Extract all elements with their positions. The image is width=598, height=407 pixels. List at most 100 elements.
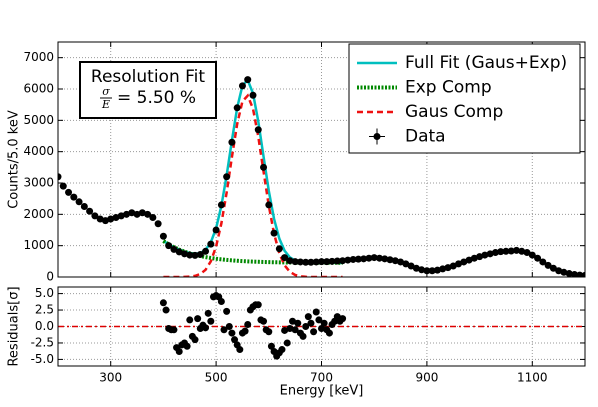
data-point xyxy=(101,217,109,225)
y-tick-label: 2000 xyxy=(23,207,54,221)
residual-point xyxy=(312,308,320,316)
y-tick-label: 6000 xyxy=(23,82,54,96)
residual-point xyxy=(241,327,249,335)
data-point xyxy=(375,254,383,262)
data-point xyxy=(65,188,73,196)
data-point xyxy=(381,255,389,263)
data-point xyxy=(244,76,252,84)
y-tick-label: 5.0 xyxy=(35,286,54,300)
data-point xyxy=(312,258,320,266)
residual-point xyxy=(294,319,302,327)
data-point xyxy=(238,82,246,90)
data-point xyxy=(428,267,436,275)
legend-label: Data xyxy=(405,127,446,147)
data-point xyxy=(202,247,210,255)
residual-point xyxy=(231,336,239,344)
y-tick-label: 7000 xyxy=(23,50,54,64)
data-point xyxy=(565,270,573,277)
data-point xyxy=(223,173,231,181)
data-point xyxy=(117,212,125,220)
data-point xyxy=(370,254,378,262)
residual-point xyxy=(267,342,275,350)
residual-point xyxy=(289,317,297,325)
residual-point xyxy=(220,326,228,334)
residual-point xyxy=(244,321,252,329)
data-point xyxy=(354,255,362,263)
residual-point xyxy=(325,329,333,337)
residual-point xyxy=(175,348,183,356)
data-point xyxy=(323,258,331,266)
y-tick-label: 5000 xyxy=(23,113,54,127)
data-point xyxy=(286,257,294,265)
residual-point xyxy=(339,315,347,323)
data-point xyxy=(365,254,373,262)
residual-point xyxy=(286,324,294,332)
data-point xyxy=(70,193,78,201)
data-point xyxy=(270,229,278,237)
residual-point xyxy=(318,324,325,332)
x-tick-label: 500 xyxy=(205,371,228,385)
fit-line xyxy=(163,93,343,277)
residual-point xyxy=(194,315,202,323)
y-tick-label: 4000 xyxy=(23,144,54,158)
data-point xyxy=(481,251,489,259)
data-point xyxy=(555,267,563,275)
data-point xyxy=(439,265,447,273)
residual-point xyxy=(315,316,323,324)
data-point xyxy=(576,271,584,277)
data-point xyxy=(281,254,289,262)
data-point xyxy=(80,203,88,210)
residual-point xyxy=(283,339,291,347)
annotation-numerator: σ xyxy=(102,85,110,98)
data-point xyxy=(254,126,262,134)
data-point xyxy=(260,163,268,171)
residual-point xyxy=(299,332,307,340)
data-point xyxy=(265,201,273,209)
data-point xyxy=(175,248,183,256)
residual-point xyxy=(302,323,310,330)
data-point xyxy=(154,220,162,228)
data-point xyxy=(170,245,178,253)
data-point xyxy=(449,262,457,270)
plot-area xyxy=(58,292,585,360)
residual-point xyxy=(304,313,312,321)
data-point xyxy=(58,173,62,181)
y-tick-label: -2.5 xyxy=(31,335,54,349)
y-tick-label: -5.0 xyxy=(31,352,54,366)
data-point xyxy=(318,258,325,266)
residual-point xyxy=(223,307,231,315)
annotation-box xyxy=(79,61,217,119)
data-point xyxy=(112,213,120,221)
residual-point xyxy=(291,326,299,334)
data-point xyxy=(444,264,452,272)
data-point xyxy=(507,247,515,255)
data-point xyxy=(386,256,394,264)
data-point xyxy=(549,264,557,272)
data-point xyxy=(96,215,104,223)
data-point xyxy=(138,209,146,217)
residual-point xyxy=(281,326,289,334)
data-point xyxy=(191,251,199,259)
residual-point xyxy=(170,326,178,334)
data-point xyxy=(402,260,410,268)
x-tick-label: 300 xyxy=(99,371,122,385)
data-point xyxy=(291,258,299,266)
residual-point xyxy=(159,299,167,307)
residual-point xyxy=(186,316,194,324)
data-point xyxy=(539,258,547,266)
data-point xyxy=(486,250,494,258)
residual-point xyxy=(254,301,262,309)
data-point xyxy=(328,257,336,265)
data-point xyxy=(512,246,520,254)
data-point xyxy=(560,268,568,276)
residual-point xyxy=(278,346,286,354)
x-tick-label: 700 xyxy=(310,371,333,385)
data-point xyxy=(470,254,478,262)
residual-point xyxy=(191,336,199,344)
data-point xyxy=(570,270,578,277)
data-point xyxy=(528,251,536,259)
data-point xyxy=(75,198,83,206)
data-point xyxy=(544,261,552,269)
data-point xyxy=(523,249,531,257)
